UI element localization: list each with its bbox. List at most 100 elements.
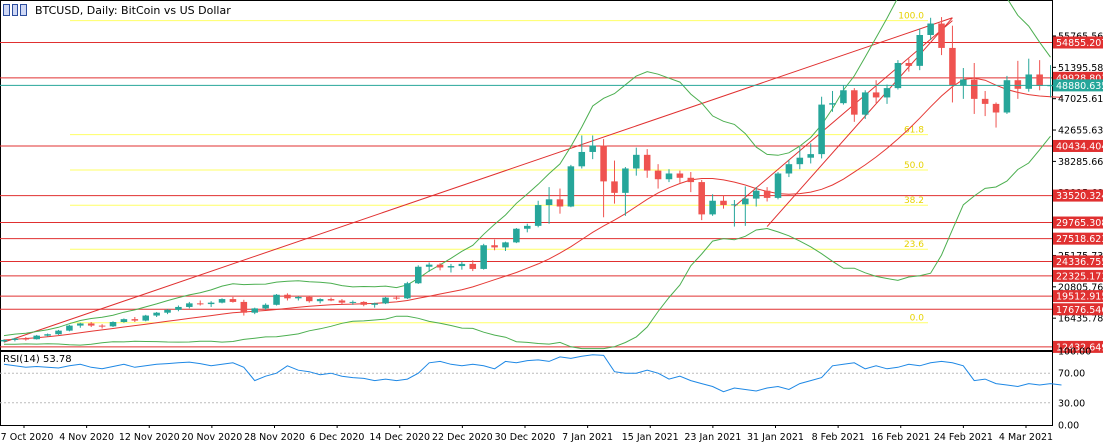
rsi-plot-frame (0, 351, 1053, 426)
x-axis-tick-label: 23 Jan 2021 (684, 432, 741, 443)
candle-body (611, 181, 618, 193)
chart-title: BTCUSD, Daily: BitCoin vs US Dollar (35, 3, 231, 17)
price-level-value: 24336.755 (1056, 257, 1104, 268)
candle-body (752, 190, 760, 199)
x-axis-tick-label: 28 Nov 2020 (244, 432, 305, 443)
candle-body (207, 302, 215, 305)
price-level-tag (1053, 269, 1103, 282)
candle-body (970, 79, 978, 99)
candle-body (567, 166, 575, 207)
price-level-tag (1053, 232, 1103, 245)
candle-body (0, 339, 8, 342)
candle-body (589, 145, 596, 152)
candle-body (1003, 80, 1011, 113)
candle-body (186, 303, 193, 307)
candle-body (425, 264, 433, 267)
candle-body (480, 245, 487, 269)
price-level-value: 29765.308 (1056, 218, 1104, 229)
candle-body (840, 90, 847, 104)
candle-body (414, 266, 422, 284)
x-axis-tick-label: 7 Jan 2021 (562, 432, 613, 443)
chart-window-icon[interactable] (3, 4, 28, 16)
lower-band-line (4, 135, 1051, 350)
candle-body (295, 296, 302, 299)
candle-body (709, 200, 716, 215)
candle-body (698, 182, 705, 215)
price-level-tag (1053, 290, 1103, 303)
candle-body (829, 103, 836, 105)
candle-body (196, 303, 204, 305)
fib-level-label: 0.0 (910, 314, 925, 324)
candle-body (927, 23, 934, 36)
price-level-value: 33520.324 (1056, 191, 1104, 202)
candle-body (120, 319, 128, 323)
trend-line (3, 17, 953, 343)
candle-body (502, 242, 509, 248)
y-axis-tick-label: 51395.585 (1058, 63, 1104, 74)
candle-body (556, 199, 564, 207)
candle-body (87, 323, 95, 326)
candle-body (872, 92, 880, 98)
y-axis-tick-label: 47025.610 (1058, 94, 1104, 105)
price-level-tag (1053, 189, 1103, 202)
candle-body (77, 323, 84, 326)
candle-body (851, 90, 858, 115)
price-level-tag (1053, 216, 1103, 229)
candle-body (785, 164, 793, 174)
x-axis-tick-label: 27 Oct 2020 (0, 432, 53, 443)
x-axis-tick-label: 30 Dec 2020 (495, 432, 556, 443)
candle-body (643, 154, 651, 171)
price-level-tag (1053, 139, 1103, 152)
candle-body (404, 283, 411, 299)
candle-body (763, 190, 771, 198)
price-level-tag (1053, 255, 1103, 268)
candle-body (327, 299, 335, 301)
price-level-value: 19512.915 (1056, 292, 1104, 303)
candle-body (687, 177, 695, 183)
candle-body (469, 263, 477, 269)
current-price-value: 48880.635 (1056, 81, 1104, 92)
candle-body (491, 245, 498, 248)
candle-body (305, 296, 313, 302)
rsi-y-tick-label: 30.00 (1058, 398, 1085, 409)
candle-body (98, 325, 106, 327)
price-level-value: 49928.803 (1056, 73, 1104, 84)
candle-body (436, 264, 444, 268)
candle-body (458, 263, 466, 267)
candle-body (807, 154, 814, 158)
candle-body (992, 103, 1000, 113)
main-plot-frame (0, 0, 1053, 351)
candle-body (273, 294, 280, 305)
candle-body (949, 47, 956, 86)
rsi-label: RSI(14) 53.78 (3, 354, 72, 365)
candle-body (382, 297, 389, 304)
candle-body (284, 294, 291, 299)
candle-body (251, 308, 259, 313)
candle-body (240, 301, 248, 313)
price-level-tag (1053, 303, 1103, 316)
candle-body (622, 168, 629, 193)
candle-body (360, 301, 368, 305)
candle-body (600, 145, 607, 182)
candle-body (262, 304, 269, 309)
x-axis-tick-label: 12 Nov 2020 (119, 432, 180, 443)
x-axis-tick-label: 24 Feb 2021 (934, 432, 993, 443)
candle-body (676, 173, 684, 178)
current-price-tag (1053, 79, 1103, 92)
x-axis-tick-label: 8 Feb 2021 (812, 432, 865, 443)
fib-level-label: 61.8 (904, 126, 924, 136)
candle-body (534, 205, 542, 226)
candle-body (1036, 74, 1043, 86)
candle-body (742, 198, 749, 205)
candle-body (55, 330, 62, 335)
candle-body (654, 170, 662, 180)
candle-body (1014, 80, 1022, 89)
x-axis-tick-label: 4 Mar 2021 (999, 432, 1053, 443)
x-axis-tick-label: 6 Dec 2020 (310, 432, 365, 443)
candle-body (33, 335, 40, 340)
candle-body (164, 309, 171, 313)
y-axis-tick-label: 38285.660 (1058, 157, 1104, 168)
fib-level-label: 38.2 (904, 196, 924, 206)
x-axis-tick-label: 4 Nov 2020 (59, 432, 114, 443)
